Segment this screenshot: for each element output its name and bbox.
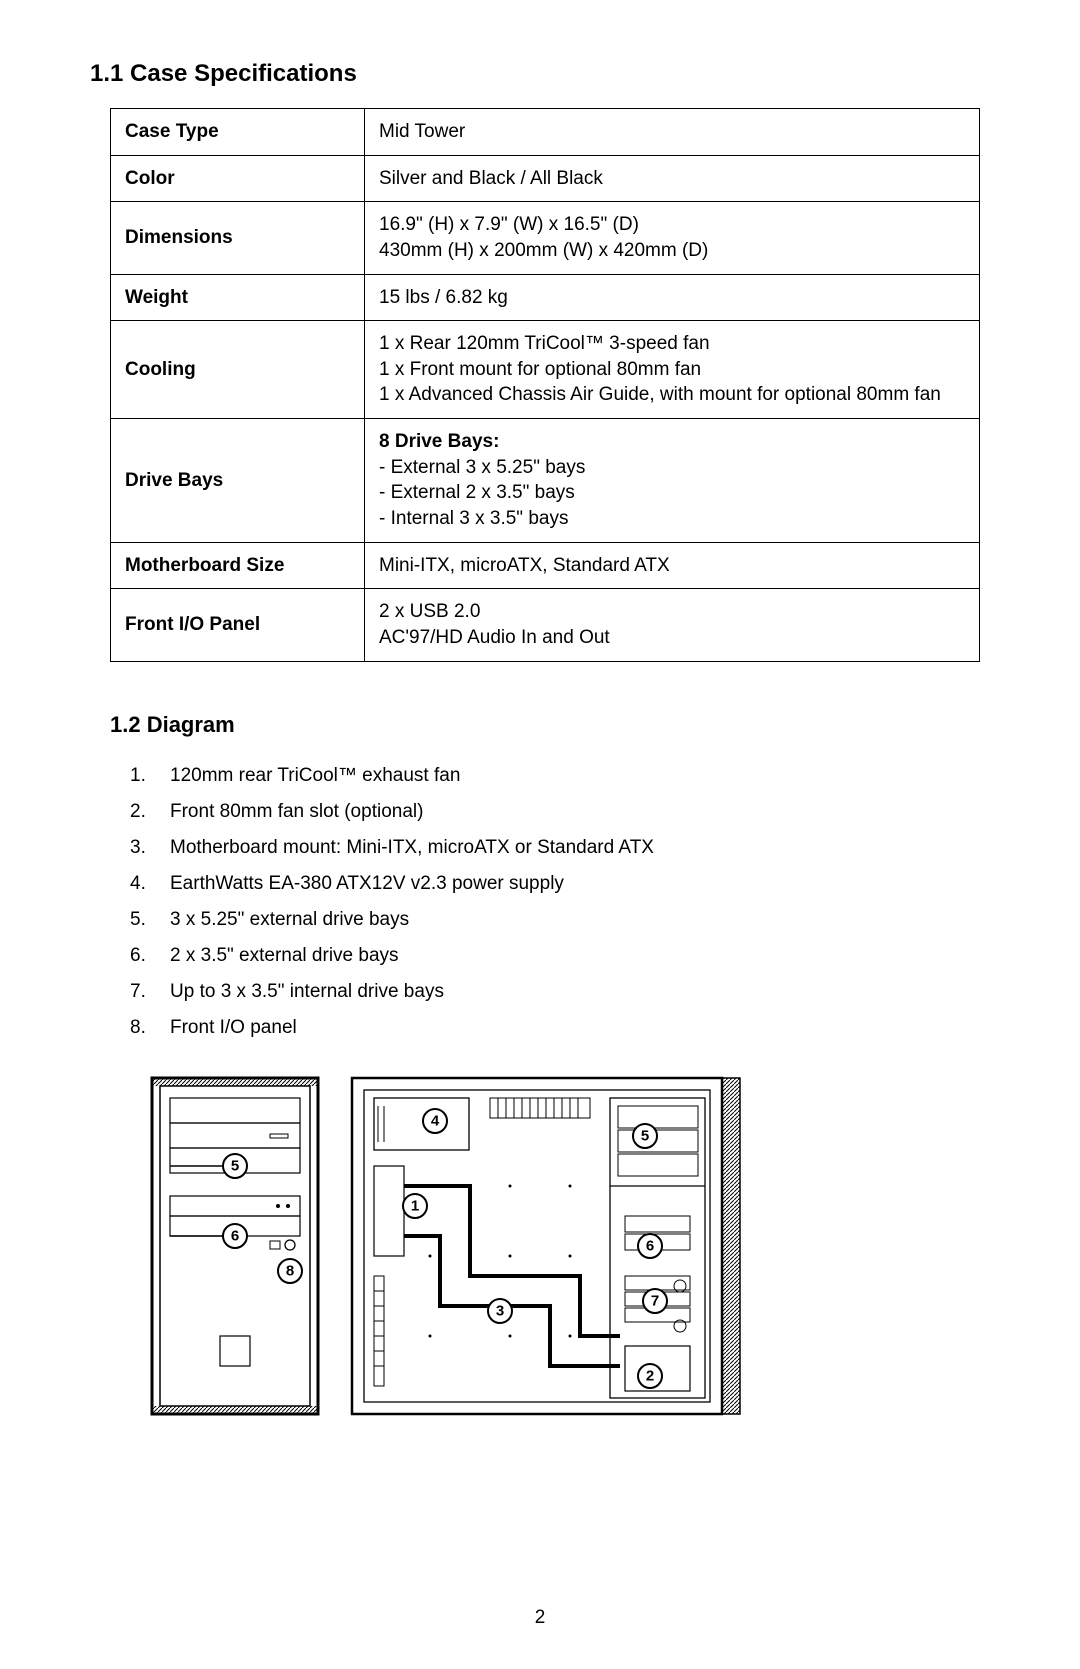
diagram-list: 120mm rear TriCool™ exhaust fanFront 80m… [130, 758, 990, 1046]
callout-4: 4 [423, 1109, 447, 1133]
list-item: Front 80mm fan slot (optional) [130, 794, 990, 830]
case-front-diagram: 5 6 8 [150, 1076, 320, 1416]
callout-3: 3 [488, 1299, 512, 1323]
spec-value: 15 lbs / 6.82 kg [365, 274, 980, 321]
heading-specs: 1.1 Case Specifications [90, 60, 990, 88]
callout-7: 7 [643, 1289, 667, 1313]
spec-label: Dimensions [111, 202, 365, 274]
callout-6: 6 [638, 1234, 662, 1258]
spec-value: Mid Tower [365, 109, 980, 156]
spec-label: Color [111, 155, 365, 202]
svg-text:1: 1 [411, 1197, 419, 1214]
diagram-figures: 5 6 8 [150, 1076, 990, 1416]
svg-text:3: 3 [496, 1302, 504, 1319]
table-row: Front I/O Panel2 x USB 2.0AC'97/HD Audio… [111, 589, 980, 661]
list-item: Front I/O panel [130, 1010, 990, 1046]
spec-label: Front I/O Panel [111, 589, 365, 661]
spec-value: 1 x Rear 120mm TriCool™ 3-speed fan1 x F… [365, 321, 980, 419]
table-row: Motherboard SizeMini-ITX, microATX, Stan… [111, 542, 980, 589]
list-item: Motherboard mount: Mini-ITX, microATX or… [130, 830, 990, 866]
case-side-diagram: 4 1 3 5 6 7 2 [350, 1076, 750, 1416]
table-row: Drive Bays8 Drive Bays:- External 3 x 5.… [111, 419, 980, 543]
page-number: 2 [0, 1607, 1080, 1629]
table-row: Case TypeMid Tower [111, 109, 980, 156]
list-item: 2 x 3.5" external drive bays [130, 938, 990, 974]
svg-text:6: 6 [646, 1237, 654, 1254]
table-row: Cooling1 x Rear 120mm TriCool™ 3-speed f… [111, 321, 980, 419]
heading-diagram: 1.2 Diagram [110, 712, 990, 738]
spec-value: 2 x USB 2.0AC'97/HD Audio In and Out [365, 589, 980, 661]
spec-value: 16.9" (H) x 7.9" (W) x 16.5" (D)430mm (H… [365, 202, 980, 274]
spec-label: Case Type [111, 109, 365, 156]
table-row: Weight15 lbs / 6.82 kg [111, 274, 980, 321]
callout-5: 5 [633, 1124, 657, 1148]
list-item: Up to 3 x 3.5" internal drive bays [130, 974, 990, 1010]
svg-text:5: 5 [641, 1127, 649, 1144]
svg-text:5: 5 [231, 1157, 239, 1174]
spec-value: 8 Drive Bays:- External 3 x 5.25" bays- … [365, 419, 980, 543]
svg-text:7: 7 [651, 1292, 659, 1309]
callout-8: 8 [278, 1259, 302, 1283]
callout-2: 2 [638, 1364, 662, 1388]
table-row: ColorSilver and Black / All Black [111, 155, 980, 202]
list-item: EarthWatts EA-380 ATX12V v2.3 power supp… [130, 866, 990, 902]
svg-text:2: 2 [646, 1367, 654, 1384]
list-item: 3 x 5.25" external drive bays [130, 902, 990, 938]
page: 1.1 Case Specifications Case TypeMid Tow… [0, 0, 1080, 1669]
spec-label: Weight [111, 274, 365, 321]
spec-value: Silver and Black / All Black [365, 155, 980, 202]
spec-label: Motherboard Size [111, 542, 365, 589]
spec-table: Case TypeMid TowerColorSilver and Black … [110, 108, 980, 662]
spec-value: Mini-ITX, microATX, Standard ATX [365, 542, 980, 589]
svg-text:6: 6 [231, 1227, 239, 1244]
callout-1: 1 [403, 1194, 427, 1218]
spec-label: Drive Bays [111, 419, 365, 543]
list-item: 120mm rear TriCool™ exhaust fan [130, 758, 990, 794]
spec-label: Cooling [111, 321, 365, 419]
svg-text:4: 4 [431, 1112, 440, 1129]
svg-text:8: 8 [286, 1262, 294, 1279]
table-row: Dimensions16.9" (H) x 7.9" (W) x 16.5" (… [111, 202, 980, 274]
